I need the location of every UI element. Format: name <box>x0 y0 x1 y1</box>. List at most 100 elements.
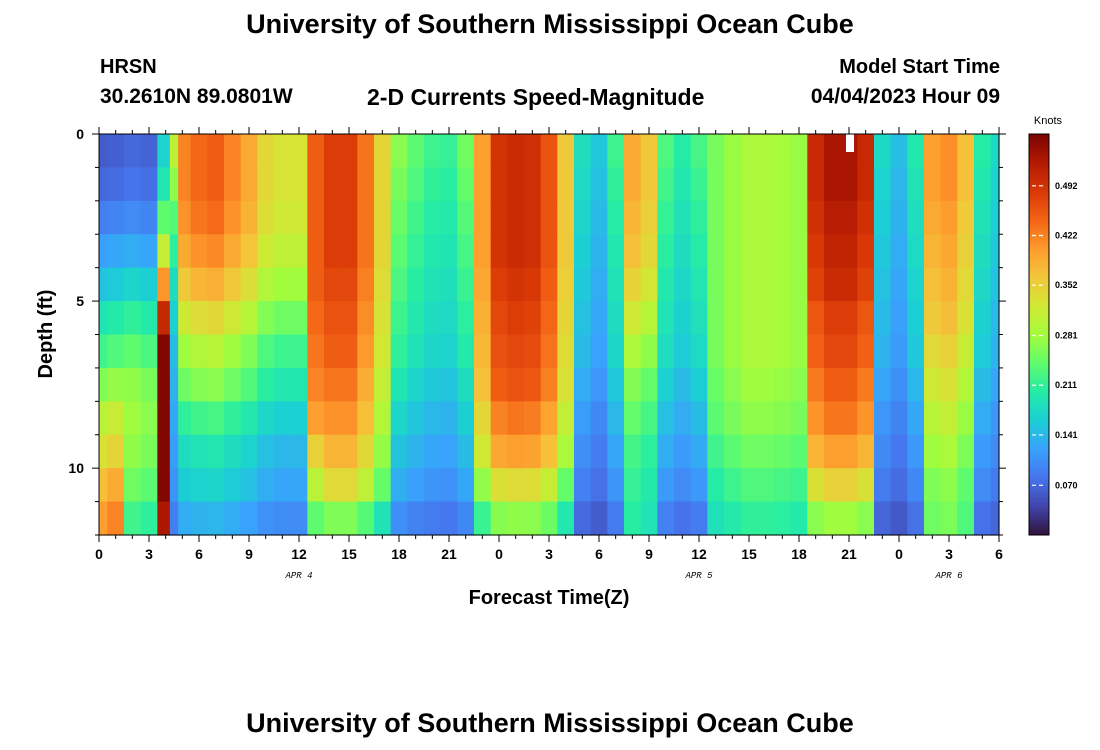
heatmap-cell <box>407 167 425 202</box>
heatmap-cell <box>590 134 608 169</box>
heatmap-cell <box>178 334 192 369</box>
x-tick-label: 15 <box>341 546 357 562</box>
heatmap-cell <box>124 401 142 436</box>
heatmap-cell <box>757 167 775 202</box>
heatmap-cell <box>190 301 208 336</box>
heatmap-cell <box>257 267 275 302</box>
heatmap-cell <box>178 367 192 402</box>
heatmap-cell <box>190 234 208 269</box>
heatmap-cell <box>590 167 608 202</box>
heatmap-cell <box>590 434 608 469</box>
heatmap-cell <box>290 134 308 169</box>
heatmap-cell <box>290 334 308 369</box>
heatmap-cell <box>790 367 808 402</box>
heatmap-cell <box>274 468 292 503</box>
heatmap-cell <box>107 234 125 269</box>
heatmap-cell <box>257 501 275 536</box>
heatmap-cell <box>840 501 858 536</box>
heatmap-cell <box>557 401 575 436</box>
heatmap-cell <box>624 134 642 169</box>
heatmap-cell <box>140 468 158 503</box>
heatmap-cell <box>890 334 908 369</box>
heatmap-cell <box>240 367 258 402</box>
heatmap-cell <box>124 167 142 202</box>
heatmap-cell <box>240 234 258 269</box>
heatmap-cell <box>474 501 492 536</box>
heatmap-cell <box>940 267 958 302</box>
heatmap-cell <box>890 367 908 402</box>
heatmap-cell <box>169 434 179 469</box>
heatmap-cell <box>169 367 179 402</box>
heatmap-cell <box>374 134 392 169</box>
heatmap-cell <box>357 367 375 402</box>
colorbar-tick-label: 0.141 <box>1055 430 1078 440</box>
heatmap-cell <box>524 200 542 235</box>
heatmap-cell <box>707 301 725 336</box>
heatmap-cell <box>824 434 842 469</box>
heatmap-cell <box>240 401 258 436</box>
date-label: APR 5 <box>684 571 713 581</box>
heatmap-cell <box>990 267 1000 302</box>
heatmap-cell <box>624 234 642 269</box>
heatmap-cell <box>357 301 375 336</box>
heatmap-cell <box>607 167 625 202</box>
heatmap-cell <box>169 334 179 369</box>
heatmap-cell <box>674 267 692 302</box>
heatmap-cell <box>807 267 825 302</box>
heatmap-cell <box>240 200 258 235</box>
heatmap-cell <box>974 468 992 503</box>
heatmap-cell <box>207 434 225 469</box>
heatmap-cell <box>574 200 592 235</box>
heatmap-cell <box>357 468 375 503</box>
heatmap-cell <box>824 200 842 235</box>
heatmap-cell <box>490 167 508 202</box>
heatmap-cell <box>640 200 658 235</box>
heatmap-cell <box>790 401 808 436</box>
heatmap-cell <box>340 434 358 469</box>
x-tick-label: 6 <box>995 546 1003 562</box>
heatmap-cell <box>224 301 242 336</box>
x-tick-label: 3 <box>145 546 153 562</box>
heatmap-cell <box>424 267 442 302</box>
heatmap-cell <box>340 167 358 202</box>
heatmap-cell <box>874 434 892 469</box>
heatmap-cell <box>624 367 642 402</box>
heatmap-cell <box>574 434 592 469</box>
heatmap-cell <box>590 234 608 269</box>
heatmap-cell <box>557 167 575 202</box>
heatmap-cell <box>990 401 1000 436</box>
heatmap-cell <box>674 367 692 402</box>
heatmap-cell <box>340 234 358 269</box>
model-start-label: Model Start Time <box>839 56 1000 78</box>
heatmap-cell <box>524 468 542 503</box>
heatmap-cell <box>140 367 158 402</box>
heatmap-cell <box>274 167 292 202</box>
heatmap-cell <box>924 234 942 269</box>
heatmap-cell <box>307 434 325 469</box>
heatmap-cell <box>390 468 408 503</box>
heatmap-cell <box>507 434 525 469</box>
heatmap-cell <box>190 367 208 402</box>
heatmap-cell <box>790 301 808 336</box>
heatmap-cell <box>324 267 342 302</box>
heatmap-cell <box>240 468 258 503</box>
heatmap-cell <box>374 468 392 503</box>
heatmap-cell <box>557 434 575 469</box>
x-tick-label: 3 <box>945 546 953 562</box>
heatmap-cell <box>224 334 242 369</box>
heatmap-cell <box>107 301 125 336</box>
heatmap-cell <box>940 134 958 169</box>
heatmap-cell <box>390 334 408 369</box>
heatmap-cell <box>490 334 508 369</box>
heatmap-cell <box>590 367 608 402</box>
heatmap-cell <box>290 501 308 536</box>
x-tick-label: 18 <box>791 546 807 562</box>
page-title: University of Southern Mississippi Ocean… <box>246 9 854 39</box>
heatmap-cell <box>957 267 975 302</box>
heatmap-cell <box>724 434 742 469</box>
heatmap-cell <box>307 501 325 536</box>
colorbar-tick-label: 0.070 <box>1055 480 1078 490</box>
heatmap-cell <box>440 367 458 402</box>
heatmap-cell <box>507 134 525 169</box>
heatmap-cell <box>440 267 458 302</box>
